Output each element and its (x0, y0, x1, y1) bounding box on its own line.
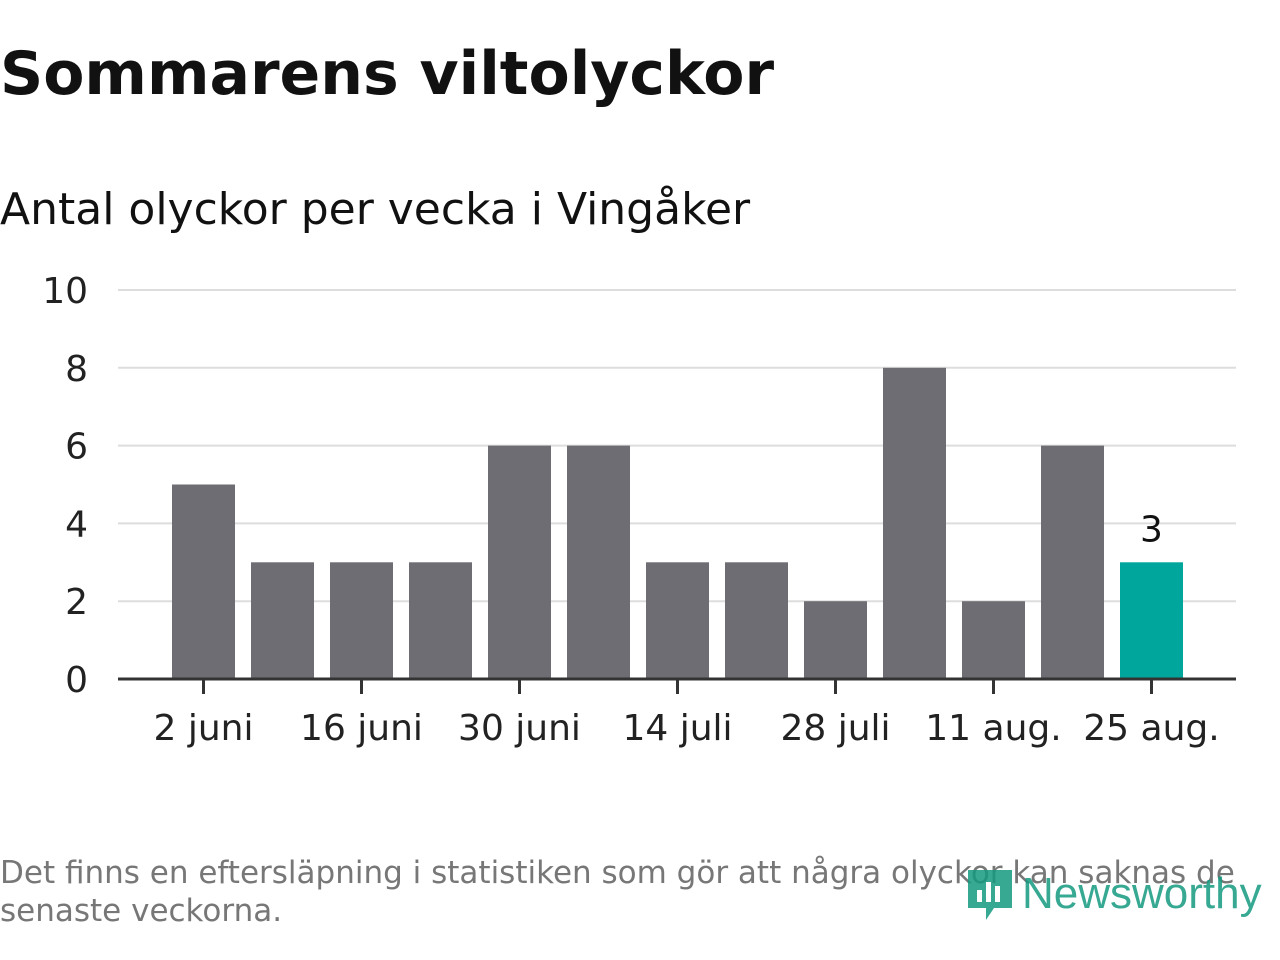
bar-chart: 0 2 4 6 8 10 3 2 juni 16 juni 30 juni 14 juli 28 ju… (42, 271, 1236, 749)
x-tick-label-5: 11 aug. (925, 708, 1061, 749)
chart-footnote: Det finns en eftersläpning i statistiken… (0, 855, 1235, 929)
bar-4 (488, 445, 551, 679)
x-tick-label-1: 16 juni (300, 708, 423, 749)
bar-0 (172, 484, 235, 679)
y-tick-label-2: 2 (65, 582, 88, 623)
x-tick-label-2: 30 juni (458, 708, 581, 749)
y-tick-label-10: 10 (42, 271, 88, 312)
x-tick-label-3: 14 juli (622, 708, 732, 749)
x-tick-label-0: 2 juni (154, 708, 254, 749)
bar-11 (1041, 445, 1104, 679)
y-tick-label-8: 8 (65, 349, 88, 390)
bar-7 (725, 562, 788, 679)
bar-12 (1120, 562, 1183, 679)
bar-value-label: 3 (1140, 509, 1163, 550)
x-tick-label-4: 28 juli (780, 708, 890, 749)
y-tick-label-0: 0 (65, 660, 88, 701)
chart-subtitle: Antal olyckor per vecka i Vingåker (0, 184, 751, 235)
bar-2 (330, 562, 393, 679)
bar-10 (962, 601, 1025, 679)
chart-title: Sommarens viltolyckor (0, 39, 775, 109)
newsworthy-logo-text: Newsworthy (1022, 869, 1262, 918)
y-tick-label-6: 6 (65, 427, 88, 468)
bar-3 (409, 562, 472, 679)
newsworthy-logo-icon (968, 870, 1012, 920)
bar-6 (646, 562, 709, 679)
y-tick-label-4: 4 (65, 504, 88, 545)
bar-8 (804, 601, 867, 679)
newsworthy-logo: Newsworthy (964, 864, 1262, 924)
bar-5 (567, 445, 630, 679)
bar-9 (883, 367, 946, 679)
bar-1 (251, 562, 314, 679)
x-tick-label-6: 25 aug. (1083, 708, 1219, 749)
